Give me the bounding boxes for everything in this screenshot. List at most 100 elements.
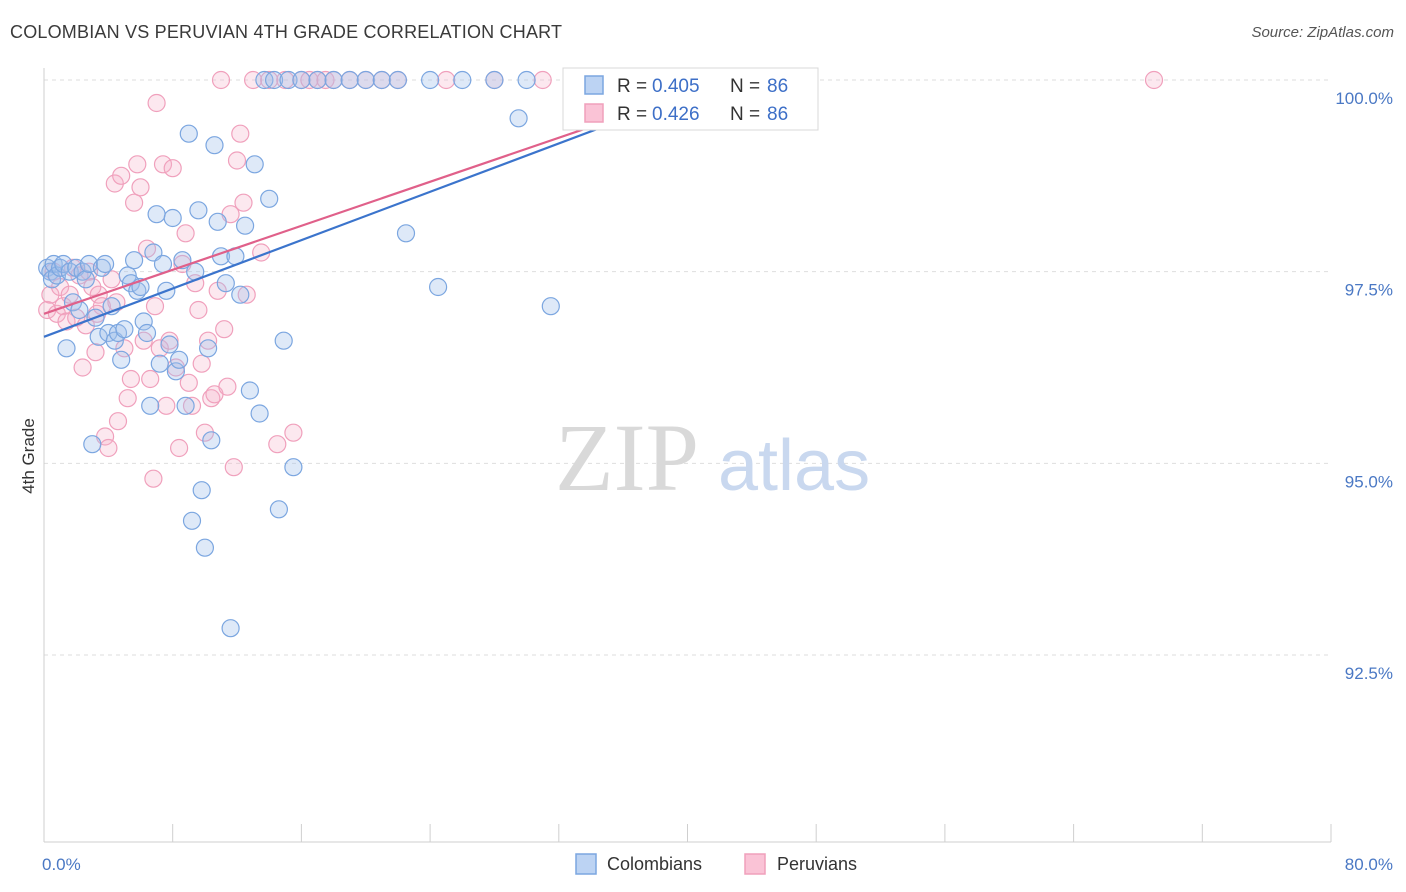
peruvians-point [47,304,67,323]
bottom-legend-label-colombians: Colombians [607,854,702,874]
colombians-point [429,277,448,297]
colombians-point [137,323,157,343]
peruvians-point [231,124,250,143]
colombians-point [356,70,375,90]
colombians-point [95,254,115,274]
legend: R = 0.405 N = 86 R = 0.426 N = 86 [562,67,819,131]
colombians-point [83,435,102,454]
peruvians-point [41,285,60,304]
legend-n-value-peruvians: 86 [767,104,788,125]
colombians-point [279,70,298,90]
peruvians-point [199,331,218,350]
peruvians-point [163,159,182,178]
colombians-point [112,350,131,369]
colombians-point [182,511,202,530]
peruvians-point [260,70,279,90]
colombians-point [208,212,227,231]
peruvians-point [73,358,92,377]
peruvians-point [189,300,208,320]
peruvians-point [224,458,243,477]
watermark: ZIP atlas [555,404,870,511]
peruvians-point [125,193,144,212]
colombians-point [255,70,274,90]
bottom-legend: Colombians Peruvians [575,853,857,875]
colombians-point [509,109,528,128]
colombians-point [199,339,218,358]
peruvians-point [150,339,169,358]
colombians-point [340,70,359,90]
colombians-point [216,274,235,293]
legend-swatch-peruvians [584,103,604,123]
y-axis-label: 4th Grade [19,418,38,494]
peruvians-point [157,396,176,415]
legend-swatch-colombians [584,75,604,95]
peruvians-point [218,377,237,396]
colombians-point [265,70,284,90]
peruvians-point [145,297,165,316]
colombians-point [221,619,240,638]
legend-box [562,67,819,131]
colombians-point [485,70,504,90]
peruvians-point [118,389,137,408]
colombians-point [189,201,208,220]
colombians-point [284,458,303,477]
peruvians-point [131,178,150,197]
colombians-point [274,331,293,350]
bottom-legend-label-peruvians: Peruvians [777,854,857,874]
chart-source: Source: ZipAtlas.com [1251,24,1394,41]
colombians-point [308,70,327,90]
x-tick-label-left: 0.0% [42,855,81,874]
x-tick-labels: 0.0% 80.0% [42,855,1393,874]
bottom-legend-swatch-peruvians [744,853,766,875]
peruvians-point [284,423,303,442]
x-tick-label-right: 80.0% [1345,855,1393,874]
peruvians-point [153,155,173,174]
peruvians-point [211,70,231,90]
peruvians-point [121,369,140,389]
colombians-point [205,136,224,155]
peruvians-point [115,339,134,358]
peruvians-point [108,412,128,431]
colombians-point [166,362,185,381]
y-tick-label: 92.5% [1345,664,1393,683]
colombians-point [134,312,153,331]
legend-n-label-colombians: N = [730,76,760,97]
peruvians-point [237,285,256,304]
colombians-point [388,70,407,90]
peruvians-point [99,438,118,458]
colombians-point [147,205,166,224]
peruvians-point [176,224,195,243]
colombians-point [195,538,214,557]
colombians-point [517,70,536,90]
colombians-point [125,251,144,270]
peruvians-point [128,155,147,174]
colombians-point [269,500,288,519]
colombians-point [141,396,160,415]
colombians-point [421,70,440,90]
peruvians-point [195,423,214,442]
series-colombians-points [38,70,560,638]
legend-r-label-colombians: R = [617,76,647,97]
y-tick-labels: 100.0% 97.5% 95.0% 92.5% [1335,89,1393,683]
colombians-point [115,320,134,339]
colombians-point [250,404,269,423]
y-tick-label: 95.0% [1345,472,1393,491]
colombians-point [372,70,391,90]
colombians-point [150,354,169,373]
colombians-point [231,285,250,304]
peruvians-point [160,331,179,350]
y-tick-label: 100.0% [1335,89,1393,108]
colombians-point [236,216,255,235]
y-tick-label: 97.5% [1345,281,1393,300]
colombians-point [541,297,560,316]
colombians-point [76,270,95,289]
peruvians-point [215,320,234,339]
colombians-point [396,224,416,243]
legend-n-label-peruvians: N = [730,104,760,125]
colombians-point [324,70,343,90]
peruvians-point [141,369,160,389]
peruvians-point [234,193,253,212]
colombians-point [453,70,472,90]
peruvians-point [227,151,247,170]
